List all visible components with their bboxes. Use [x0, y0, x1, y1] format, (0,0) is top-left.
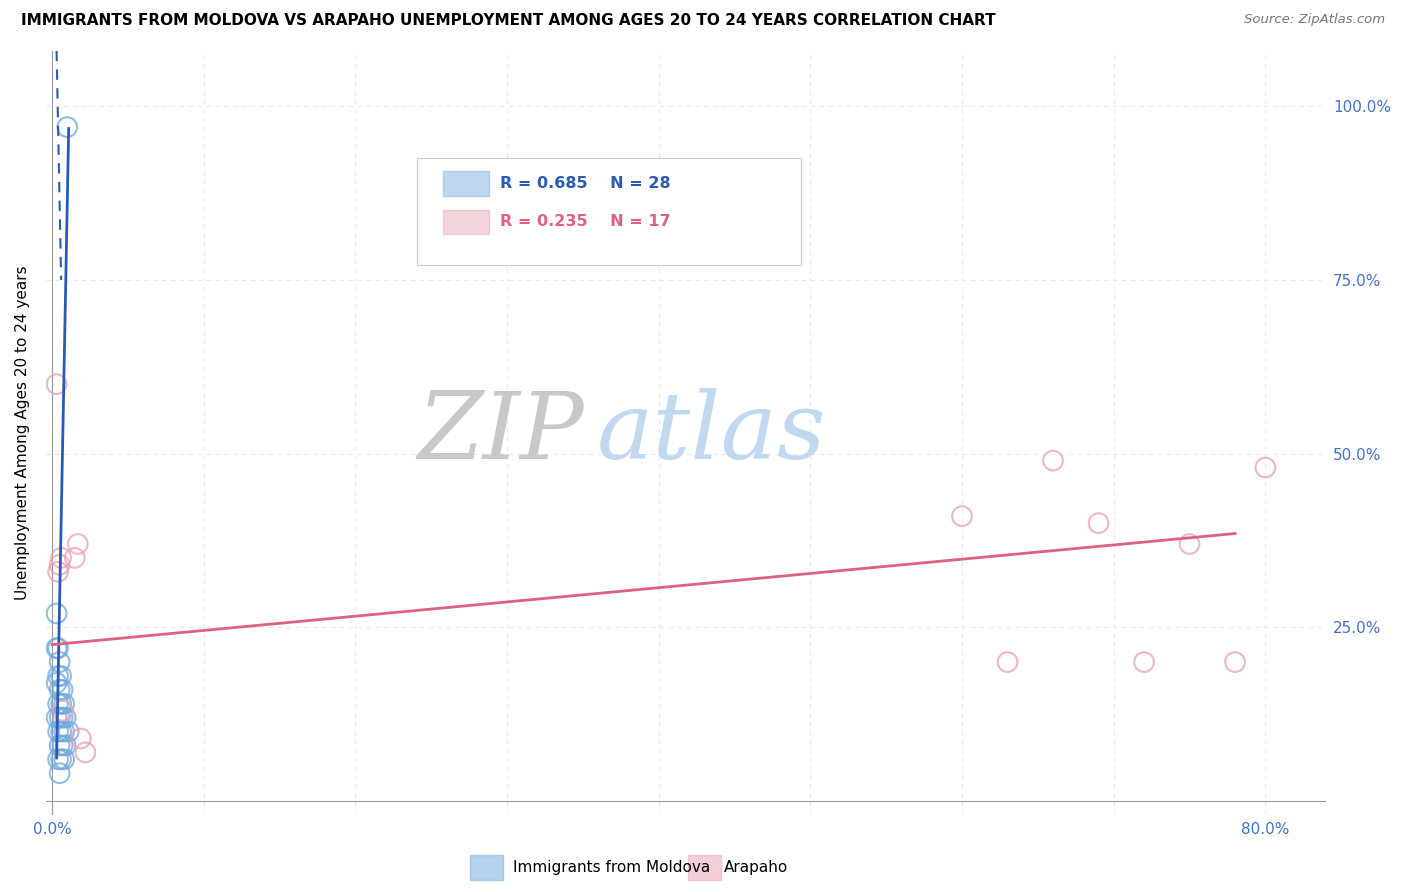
Point	[45, 607, 67, 621]
Point	[55, 739, 77, 753]
Point	[49, 752, 72, 766]
FancyBboxPatch shape	[418, 158, 801, 265]
Text: Immigrants from Moldova: Immigrants from Moldova	[513, 860, 710, 874]
Point	[49, 550, 72, 565]
Point	[45, 711, 67, 725]
Point	[1223, 655, 1246, 669]
Point	[1254, 460, 1277, 475]
Point	[46, 641, 69, 656]
Point	[997, 655, 1019, 669]
Point	[950, 509, 973, 524]
Point	[46, 565, 69, 579]
Point	[55, 711, 77, 725]
Point	[45, 641, 67, 656]
Point	[48, 739, 70, 753]
Point	[70, 731, 93, 746]
Point	[48, 766, 70, 780]
Text: ZIP: ZIP	[418, 388, 583, 478]
Point	[1087, 516, 1109, 530]
FancyBboxPatch shape	[443, 171, 489, 196]
Text: IMMIGRANTS FROM MOLDOVA VS ARAPAHO UNEMPLOYMENT AMONG AGES 20 TO 24 YEARS CORREL: IMMIGRANTS FROM MOLDOVA VS ARAPAHO UNEMP…	[21, 13, 995, 29]
Point	[53, 697, 76, 711]
Text: Source: ZipAtlas.com: Source: ZipAtlas.com	[1244, 13, 1385, 27]
Text: atlas: atlas	[596, 388, 825, 478]
Point	[63, 550, 86, 565]
Point	[48, 558, 70, 572]
Point	[49, 669, 72, 683]
Point	[1042, 453, 1064, 467]
Point	[75, 745, 97, 759]
FancyBboxPatch shape	[443, 210, 489, 234]
Point	[52, 682, 75, 697]
Point	[53, 752, 76, 766]
Point	[52, 704, 75, 718]
Point	[46, 724, 69, 739]
Point	[49, 724, 72, 739]
Point	[52, 739, 75, 753]
Point	[1178, 537, 1201, 551]
Point	[46, 697, 69, 711]
Point	[66, 537, 89, 551]
Point	[1133, 655, 1156, 669]
Point	[49, 697, 72, 711]
Point	[48, 682, 70, 697]
Point	[56, 120, 79, 134]
Point	[48, 655, 70, 669]
Text: R = 0.685    N = 28: R = 0.685 N = 28	[501, 176, 671, 191]
Point	[46, 752, 69, 766]
Point	[48, 711, 70, 725]
Point	[52, 711, 75, 725]
Point	[45, 676, 67, 690]
Y-axis label: Unemployment Among Ages 20 to 24 years: Unemployment Among Ages 20 to 24 years	[15, 266, 30, 600]
Point	[45, 377, 67, 392]
Text: R = 0.235    N = 17: R = 0.235 N = 17	[501, 214, 671, 229]
Point	[58, 724, 80, 739]
Point	[46, 669, 69, 683]
Point	[53, 724, 76, 739]
Text: Arapaho: Arapaho	[724, 860, 789, 874]
